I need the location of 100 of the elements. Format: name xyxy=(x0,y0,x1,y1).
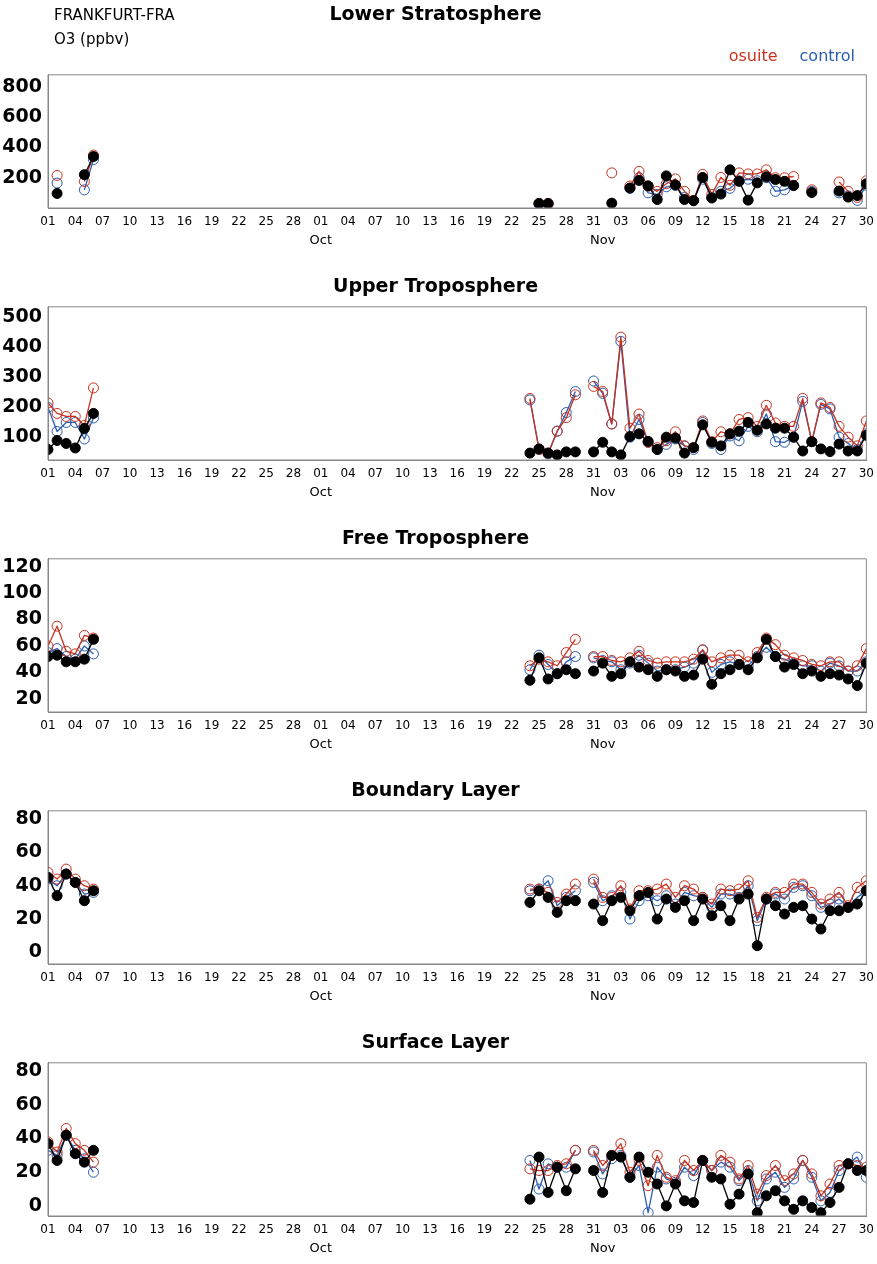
y-tick-label: 60 xyxy=(15,1091,42,1114)
y-tick-label: 0 xyxy=(28,1192,42,1215)
x-tick-label: 16 xyxy=(449,1222,465,1237)
x-tick-label: 22 xyxy=(231,1222,247,1237)
x-tick-label: 10 xyxy=(394,970,411,985)
x-tick-label: 01 xyxy=(313,214,329,229)
x-tick-label: 13 xyxy=(422,214,438,229)
x-tick-label: 16 xyxy=(176,1222,193,1237)
x-tick-label: 15 xyxy=(722,214,738,229)
x-tick-label: 24 xyxy=(804,214,820,229)
x-tick-label: 19 xyxy=(476,1222,493,1237)
x-tick-label: 28 xyxy=(285,1222,302,1237)
x-tick-label: 07 xyxy=(367,718,383,733)
y-tick-label: 100 xyxy=(2,580,42,603)
x-tick-label: 04 xyxy=(67,718,83,733)
x-tick-label: 01 xyxy=(313,970,329,985)
x-tick-label: 01 xyxy=(313,718,329,733)
x-tick-label: 09 xyxy=(667,214,684,229)
x-tick-label: 01 xyxy=(40,466,56,481)
y-tick-label: 800 xyxy=(2,73,42,96)
x-tick-label: 07 xyxy=(367,970,383,985)
x-tick-label: 19 xyxy=(204,214,220,229)
x-tick-label: 06 xyxy=(640,970,656,985)
text: FRANKFURT-FRA xyxy=(54,6,175,24)
x-tick-label: 28 xyxy=(558,1222,574,1237)
y-tick-label: 600 xyxy=(2,104,42,127)
x-tick-label: 19 xyxy=(204,1222,220,1237)
y-tick-label: 40 xyxy=(15,659,42,682)
x-tick-label: 16 xyxy=(176,970,193,985)
x-tick-label: 25 xyxy=(531,1222,547,1237)
y-tick-label: 80 xyxy=(15,1058,42,1081)
chart-title: Free Troposphere xyxy=(341,526,530,549)
x2-tick-label: Nov xyxy=(589,483,616,499)
x-tick-label: 03 xyxy=(613,1222,629,1237)
x-tick-label: 16 xyxy=(176,466,193,481)
x-tick-label: 09 xyxy=(667,1222,684,1237)
x-tick-label: 13 xyxy=(422,466,438,481)
x-tick-label: 28 xyxy=(285,466,302,481)
x-tick-label: 07 xyxy=(367,214,383,229)
x-tick-label: 19 xyxy=(204,718,220,733)
x-tick-label: 15 xyxy=(722,466,738,481)
x-tick-label: 01 xyxy=(40,214,56,229)
x-tick-label: 09 xyxy=(667,718,684,733)
x-tick-label: 18 xyxy=(749,970,765,985)
x-tick-label: 04 xyxy=(67,466,83,481)
x-tick-label: 22 xyxy=(231,466,247,481)
x-tick-label: 07 xyxy=(94,718,111,733)
y-tick-label: 80 xyxy=(15,806,42,829)
x-tick-label: 27 xyxy=(831,214,847,229)
x-tick-label: 27 xyxy=(831,1222,847,1237)
y-tick-label: 20 xyxy=(15,685,42,708)
x-tick-label: 12 xyxy=(695,970,711,985)
x-tick-label: 18 xyxy=(749,718,765,733)
x-tick-label: 04 xyxy=(340,718,356,733)
x-tick-label: 22 xyxy=(504,1222,520,1237)
x-tick-label: 22 xyxy=(231,718,247,733)
x-tick-label: 16 xyxy=(449,718,465,733)
x-tick-label: 01 xyxy=(40,1222,56,1237)
x-tick-label: 15 xyxy=(722,1222,738,1237)
x-tick-label: 10 xyxy=(122,214,138,229)
x-tick-label: 22 xyxy=(231,214,247,229)
x-tick-label: 07 xyxy=(94,1222,111,1237)
y-tick-label: 0 xyxy=(28,939,42,962)
x2-tick-label: Oct xyxy=(309,1239,333,1255)
x-tick-label: 04 xyxy=(340,970,356,985)
x-tick-label: 25 xyxy=(258,214,274,229)
x-tick-label: 06 xyxy=(640,1222,656,1237)
x-tick-label: 13 xyxy=(422,718,438,733)
x-tick-label: 22 xyxy=(504,718,520,733)
x-tick-label: 28 xyxy=(558,466,574,481)
y-tick-label: 20 xyxy=(15,905,42,928)
x-tick-label: 31 xyxy=(585,466,602,481)
y-tick-label: 120 xyxy=(2,553,42,576)
x-tick-label: 03 xyxy=(613,214,629,229)
x-tick-label: 09 xyxy=(667,970,684,985)
x-tick-label: 18 xyxy=(749,1222,765,1237)
x-tick-label: 06 xyxy=(640,214,656,229)
x-tick-label: 28 xyxy=(558,970,574,985)
x-tick-label: 13 xyxy=(149,214,165,229)
x-tick-label: 06 xyxy=(640,466,656,481)
x2-tick-label: Oct xyxy=(309,231,333,247)
y-tick-label: 200 xyxy=(2,394,42,417)
x-tick-label: 10 xyxy=(122,718,138,733)
x-tick-label: 12 xyxy=(695,1222,711,1237)
y-tick-label: 500 xyxy=(2,304,42,327)
x-tick-label: 21 xyxy=(776,970,793,985)
x-tick-label: 01 xyxy=(313,1222,329,1237)
y-tick-label: 20 xyxy=(15,1159,42,1182)
x-tick-label: 12 xyxy=(695,466,711,481)
x-tick-label: 18 xyxy=(749,214,765,229)
x-tick-label: 13 xyxy=(149,970,165,985)
chart-title: Upper Troposphere xyxy=(332,274,539,297)
x-tick-label: 16 xyxy=(449,214,465,229)
x-tick-label: 16 xyxy=(176,718,193,733)
x-tick-label: 25 xyxy=(258,718,274,733)
x-tick-label: 13 xyxy=(422,1222,438,1237)
x-tick-label: 25 xyxy=(258,970,274,985)
x-tick-label: 19 xyxy=(476,466,493,481)
x-tick-label: 07 xyxy=(94,466,111,481)
x-tick-label: 16 xyxy=(449,970,465,985)
